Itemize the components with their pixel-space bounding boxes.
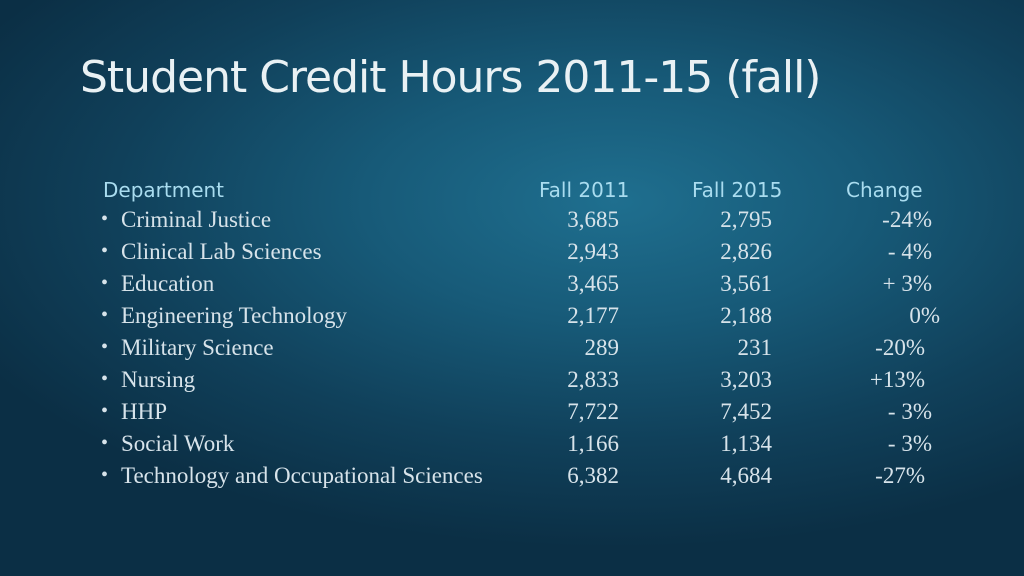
fall-2011-cell: 2,177 [567, 303, 619, 328]
fall-2011-cell: 2,943 [567, 239, 619, 264]
bullet-icon: • [101, 400, 109, 422]
fall-2011-cell: 1,166 [567, 431, 619, 456]
fall-2015-cell: 3,561 [720, 271, 772, 296]
table-row: • Social Work 1,166 1,134 - 3% [0, 431, 1024, 463]
header-fall-2015: Fall 2015 [692, 178, 783, 202]
table-row: • Education 3,465 3,561 + 3% [0, 271, 1024, 303]
fall-2015-cell: 3,203 [720, 367, 772, 392]
header-department: Department [103, 178, 225, 202]
fall-2011-cell: 3,685 [567, 207, 619, 232]
fall-2011-cell: 289 [584, 335, 620, 360]
bullet-icon: • [101, 432, 109, 454]
fall-2015-cell: 2,826 [720, 239, 772, 264]
department-cell: Clinical Lab Sciences [121, 239, 322, 264]
fall-2011-cell: 7,722 [567, 399, 619, 424]
change-cell: - 3% [887, 399, 932, 424]
change-cell: 0% [909, 303, 940, 328]
fall-2015-cell: 231 [737, 335, 773, 360]
department-cell: Social Work [121, 431, 235, 456]
fall-2015-cell: 4,684 [720, 463, 772, 488]
bullet-icon: • [101, 464, 109, 486]
department-cell: Nursing [121, 367, 196, 392]
department-cell: Criminal Justice [121, 207, 272, 232]
change-cell: -27% [875, 463, 925, 488]
bullet-icon: • [101, 208, 109, 230]
bullet-icon: • [101, 368, 109, 390]
fall-2011-cell: 6,382 [567, 463, 619, 488]
slide-title: Student Credit Hours 2011-15 (fall) [80, 52, 821, 103]
fall-2015-cell: 2,795 [720, 207, 772, 232]
department-cell: Military Science [121, 335, 274, 360]
department-cell: HHP [121, 399, 168, 424]
fall-2015-cell: 7,452 [720, 399, 772, 424]
table-row: • Criminal Justice 3,685 2,795 -24% [0, 207, 1024, 239]
fall-2015-cell: 1,134 [720, 431, 772, 456]
department-cell: Education [121, 271, 215, 296]
bullet-icon: • [101, 240, 109, 262]
bullet-icon: • [101, 272, 109, 294]
table-row: • Nursing 2,833 3,203 +13% [0, 367, 1024, 399]
header-change: Change [846, 178, 923, 202]
change-cell: +13% [869, 367, 925, 392]
table-row: • Military Science 289 231 -20% [0, 335, 1024, 367]
table-row: • Clinical Lab Sciences 2,943 2,826 - 4% [0, 239, 1024, 271]
change-cell: -24% [882, 207, 932, 232]
fall-2011-cell: 2,833 [567, 367, 619, 392]
department-cell: Engineering Technology [121, 303, 347, 328]
header-fall-2011: Fall 2011 [539, 178, 630, 202]
table-row: • Engineering Technology 2,177 2,188 0% [0, 303, 1024, 335]
bullet-icon: • [101, 336, 109, 358]
bullet-icon: • [101, 304, 109, 326]
fall-2015-cell: 2,188 [720, 303, 772, 328]
table-row: • Technology and Occupational Sciences 6,3… [0, 463, 1024, 495]
change-cell: - 4% [887, 239, 932, 264]
table-row: • HHP 7,722 7,452 - 3% [0, 399, 1024, 431]
department-cell: Technology and Occupational Sciences [121, 463, 483, 488]
change-cell: -20% [875, 335, 925, 360]
change-cell: - 3% [887, 431, 932, 456]
change-cell: + 3% [882, 271, 932, 296]
fall-2011-cell: 3,465 [567, 271, 619, 296]
